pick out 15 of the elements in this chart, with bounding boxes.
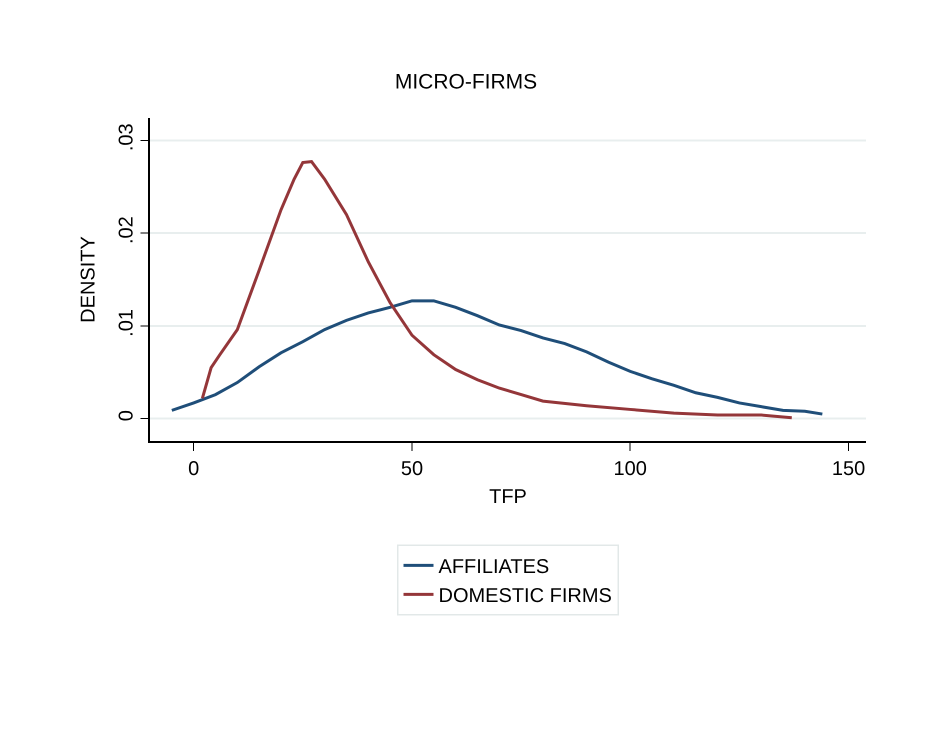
legend-label: AFFILIATES (438, 556, 550, 578)
y-tick-label: 0 (115, 410, 138, 422)
line-series (170, 299, 824, 416)
x-tick-label: 100 (614, 458, 647, 480)
y-axis-title: DENSITY (77, 236, 100, 323)
chart-title: MICRO-FIRMS (394, 70, 538, 94)
legend-label: DOMESTIC FIRMS (438, 585, 612, 608)
y-tick-label: .02 (115, 216, 138, 244)
x-tick-label: 50 (400, 458, 424, 480)
line-series (200, 160, 794, 420)
x-tick-label: 150 (832, 458, 866, 480)
x-tick-label: 0 (188, 458, 200, 480)
x-axis-title: TFP (489, 486, 527, 508)
y-tick-label: .01 (115, 309, 138, 337)
y-tick-label: .03 (115, 123, 138, 152)
